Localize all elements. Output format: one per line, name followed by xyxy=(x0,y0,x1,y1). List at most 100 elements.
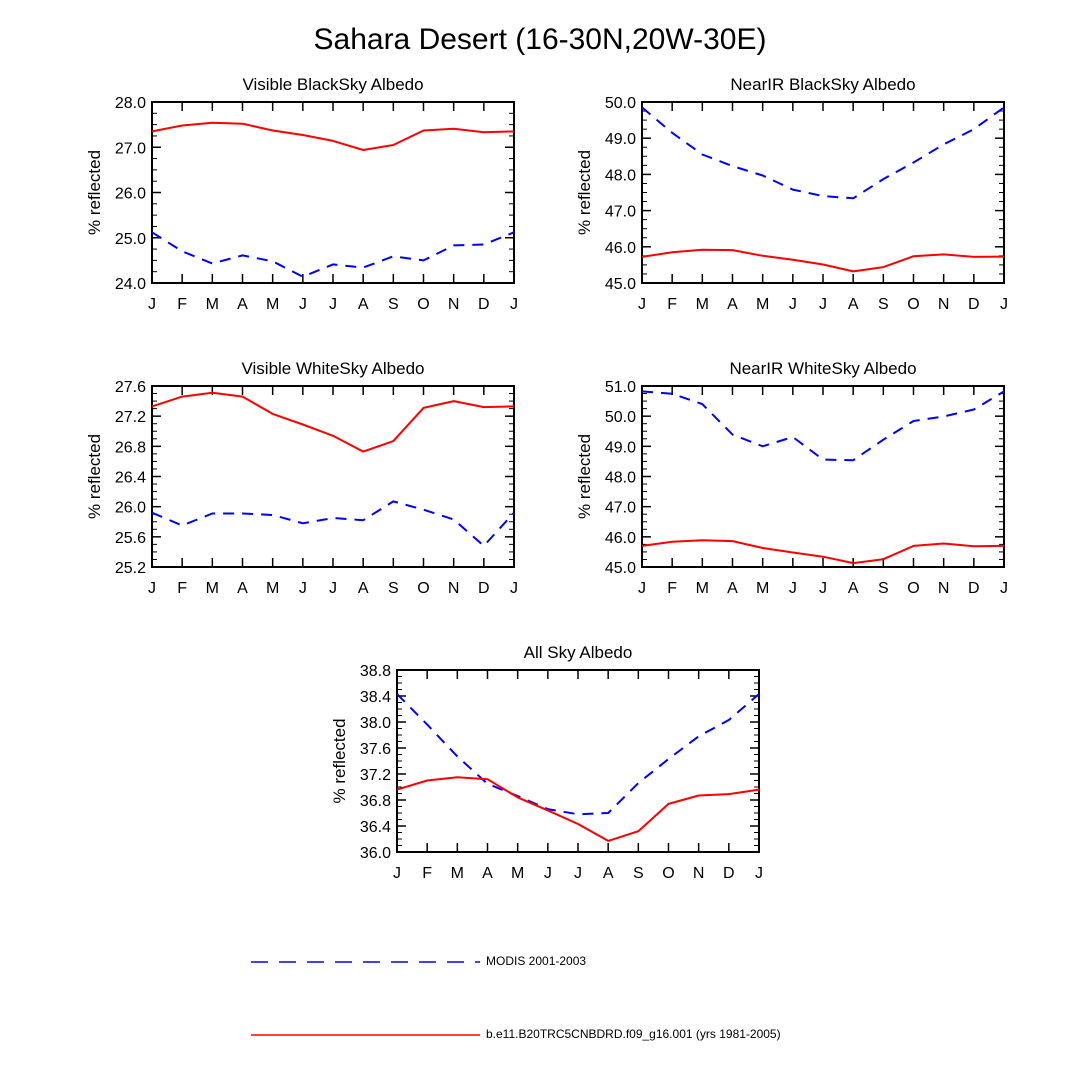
x-tick-label: O xyxy=(907,296,919,313)
x-tick-label: A xyxy=(358,296,369,313)
series-line-modis xyxy=(641,390,1005,462)
x-tick-label: M xyxy=(511,865,524,882)
x-tick-label: S xyxy=(388,580,399,597)
y-tick-label: 46.0 xyxy=(605,530,636,547)
x-tick-label: J xyxy=(789,296,797,313)
x-tick-label: J xyxy=(299,296,307,313)
plot-frame xyxy=(151,385,515,568)
y-tick-label: 48.0 xyxy=(605,470,636,487)
x-tick-label: N xyxy=(448,580,460,597)
series-line-model xyxy=(641,248,1005,273)
x-tick-label: J xyxy=(638,580,646,597)
x-tick-label: F xyxy=(667,580,677,597)
series-line-model xyxy=(641,539,1005,565)
x-tick-label: M xyxy=(206,580,219,597)
legend-label-modis: MODIS 2001-2003 xyxy=(486,954,587,968)
y-tick-label: 27.2 xyxy=(115,409,146,426)
y-tick-label: 51.0 xyxy=(605,379,636,396)
y-tick-label: 50.0 xyxy=(605,409,636,426)
x-tick-label: A xyxy=(482,865,493,882)
x-tick-label: A xyxy=(727,296,738,313)
x-tick-label: J xyxy=(148,580,156,597)
x-tick-label: J xyxy=(299,580,307,597)
x-tick-label: M xyxy=(266,296,279,313)
y-tick-label: 48.0 xyxy=(605,167,636,184)
panel-title: Visible BlackSky Albedo xyxy=(242,75,423,94)
x-tick-label: A xyxy=(237,296,248,313)
plot-area: J F M A M J J A S O N D J45.046.047.048.049.050.0Nea… xyxy=(575,75,1008,313)
y-axis-label: % reflected xyxy=(575,434,594,519)
x-tick-label: J xyxy=(329,580,337,597)
y-axis-label: % reflected xyxy=(85,434,104,519)
series-line-modis xyxy=(641,106,1005,200)
y-tick-label: 36.8 xyxy=(360,793,391,810)
series-line-modis xyxy=(151,231,515,278)
y-tick-label: 49.0 xyxy=(605,439,636,456)
x-tick-label: J xyxy=(789,580,797,597)
x-tick-label: J xyxy=(510,580,518,597)
plot-area: J F M A M J J A S O N D J25.225.626.026.426.827.227.… xyxy=(85,359,518,597)
x-tick-label: D xyxy=(723,865,735,882)
panel-title: NearIR WhiteSky Albedo xyxy=(729,359,916,378)
plot-area: J F M A M J J A S O N D J36.036.436.837.237.638.038.… xyxy=(330,643,763,882)
y-tick-label: 25.2 xyxy=(115,560,146,577)
x-tick-label: J xyxy=(393,865,401,882)
x-tick-label: A xyxy=(848,580,859,597)
x-tick-label: O xyxy=(417,580,429,597)
y-tick-label: 26.0 xyxy=(115,186,146,203)
x-tick-label: F xyxy=(422,865,432,882)
y-tick-label: 38.4 xyxy=(360,689,391,706)
x-tick-label: S xyxy=(388,296,399,313)
x-tick-label: O xyxy=(417,296,429,313)
y-tick-label: 46.0 xyxy=(605,240,636,257)
y-tick-label: 38.0 xyxy=(360,715,391,732)
y-tick-label: 37.6 xyxy=(360,741,391,758)
y-tick-label: 36.0 xyxy=(360,845,391,862)
y-tick-label: 27.0 xyxy=(115,140,146,157)
chart-nearir-whitesky-albedo: J F M A M J J A S O N D J45.046.047.048.049.050.051.… xyxy=(575,359,1008,597)
x-tick-label: M xyxy=(756,580,769,597)
chart-visible-whitesky-albedo: J F M A M J J A S O N D J25.225.626.026.426.827.227.… xyxy=(85,359,518,597)
x-tick-label: J xyxy=(544,865,552,882)
y-axis-label: % reflected xyxy=(85,150,104,235)
x-tick-label: N xyxy=(448,296,460,313)
x-tick-label: M xyxy=(696,580,709,597)
x-tick-label: N xyxy=(938,580,950,597)
series-line-model xyxy=(396,776,760,842)
series-line-model xyxy=(151,121,515,151)
x-tick-label: A xyxy=(848,296,859,313)
legend-label-model: b.e11.B20TRC5CNBDRD.f09_g16.001 (yrs 198… xyxy=(486,1027,781,1041)
y-tick-label: 27.6 xyxy=(115,379,146,396)
x-tick-label: A xyxy=(358,580,369,597)
x-tick-label: J xyxy=(819,296,827,313)
x-tick-label: M xyxy=(266,580,279,597)
y-tick-label: 47.0 xyxy=(605,204,636,221)
y-tick-label: 45.0 xyxy=(605,560,636,577)
x-tick-label: J xyxy=(755,865,763,882)
panel-title: NearIR BlackSky Albedo xyxy=(730,75,915,94)
y-tick-label: 49.0 xyxy=(605,131,636,148)
y-tick-label: 28.0 xyxy=(115,95,146,112)
x-tick-label: D xyxy=(968,296,980,313)
series-line-model xyxy=(151,391,515,453)
panel-title: Visible WhiteSky Albedo xyxy=(241,359,424,378)
chart-nearir-blacksky-albedo: J F M A M J J A S O N D J45.046.047.048.049.050.0Nea… xyxy=(575,75,1008,313)
y-tick-label: 45.0 xyxy=(605,276,636,293)
series-line-modis xyxy=(396,693,760,816)
plot-area: J F M A M J J A S O N D J45.046.047.048.049.050.051.… xyxy=(575,359,1008,597)
x-tick-label: D xyxy=(478,296,490,313)
x-tick-label: D xyxy=(478,580,490,597)
x-tick-label: A xyxy=(237,580,248,597)
chart-all-sky-albedo: J F M A M J J A S O N D J36.036.436.837.237.638.038.… xyxy=(330,643,763,882)
y-tick-label: 26.0 xyxy=(115,500,146,517)
y-tick-label: 25.6 xyxy=(115,530,146,547)
y-tick-label: 24.0 xyxy=(115,276,146,293)
x-tick-label: M xyxy=(206,296,219,313)
x-tick-label: F xyxy=(177,296,187,313)
x-tick-label: M xyxy=(451,865,464,882)
chart-visible-blacksky-albedo: J F M A M J J A S O N D J24.025.026.027.028.0Visible… xyxy=(85,75,518,313)
panel-title: All Sky Albedo xyxy=(524,643,633,662)
y-tick-label: 36.4 xyxy=(360,819,391,836)
x-tick-label: J xyxy=(819,580,827,597)
x-tick-label: S xyxy=(878,580,889,597)
